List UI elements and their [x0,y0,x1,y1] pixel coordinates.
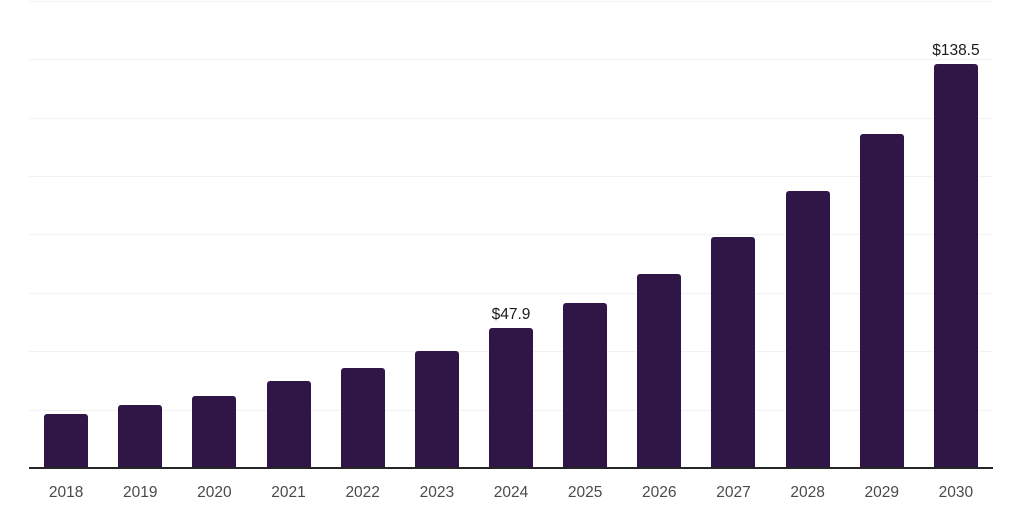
bar [340,368,385,468]
bar [859,133,904,468]
x-tick-label: 2019 [122,484,158,501]
bar [489,328,533,468]
bar [637,274,682,468]
gridline [29,292,993,294]
gridline [29,176,993,177]
x-tick-label: 2024 [493,484,529,501]
x-tick-label: 2021 [271,484,306,501]
x-tick-label: 2027 [716,484,751,501]
bar [933,63,978,468]
bar [266,380,311,468]
gridline [29,0,993,2]
x-tick-label: 2028 [790,484,825,501]
bar [118,404,163,468]
gridline [29,234,993,236]
bar [785,190,830,468]
x-tick-label: 2029 [864,484,899,501]
x-tick-label: 2030 [938,484,974,501]
x-tick-label: 2026 [642,484,677,501]
bar-value-label: $47.9 [491,306,531,324]
x-tick-label: 2025 [567,484,603,501]
x-tick-label: 2022 [345,484,380,501]
x-tick-label: 2020 [197,484,232,501]
bar [711,237,756,468]
gridline [29,59,993,61]
x-tick-label: 2023 [419,484,455,501]
bar [44,413,89,468]
bar [414,350,459,468]
gridline [29,117,993,119]
bar [563,303,608,468]
x-tick-label: 2018 [48,484,84,501]
bar [192,395,237,468]
x-axis-line [29,467,993,469]
bar-value-label: $138.5 [932,41,980,59]
